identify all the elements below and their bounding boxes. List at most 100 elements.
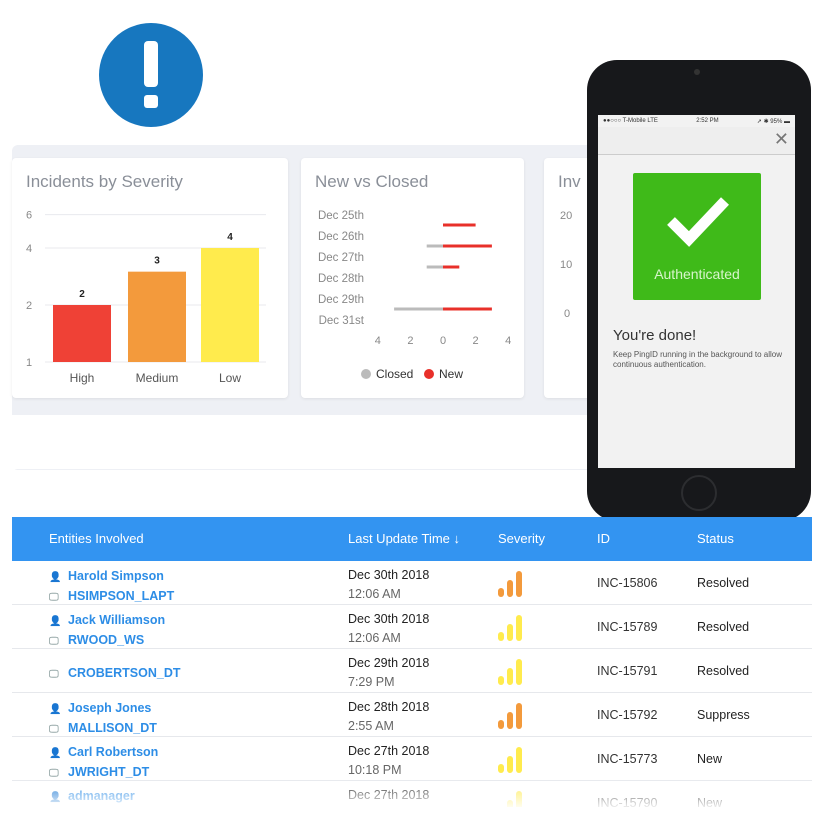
status: Suppress: [697, 708, 750, 722]
y-tick-label: 20: [560, 210, 572, 222]
user-link[interactable]: 👤 Harold Simpson: [49, 567, 174, 587]
host-link[interactable]: 🖵 HSIMPSON_LAPT: [49, 587, 174, 607]
time: 10:18 PM: [348, 763, 402, 777]
table-row[interactable]: 👤 Joseph Jones 🖵 MALLISON_DT Dec 28th 2018…: [12, 693, 812, 737]
authenticated-badge: Authenticated: [633, 173, 761, 300]
user-link[interactable]: 👤 Jack Williamson: [49, 611, 165, 631]
user-link[interactable]: 👤 Joseph Jones: [49, 699, 157, 719]
severity-chart: 1 2 4 6 2 High 3 Medium 4 Low: [26, 210, 266, 385]
col-severity[interactable]: Severity: [498, 531, 545, 546]
monitor-icon: 🖵: [49, 724, 59, 735]
auth-label: Authenticated: [654, 266, 740, 282]
phone-mockup: ●●○○○ T-Mobile LTE 2:52 PM ➚ ✱ 95% ▬ ✕ A…: [587, 60, 811, 521]
new-closed-chart: Dec 25th Dec 26th Dec 27th Dec 28th Dec 29th…: [318, 210, 511, 381]
host-link[interactable]: 🖵 JWRIGHT_DT: [49, 763, 158, 783]
user-link[interactable]: 👤 Carl Robertson: [49, 743, 158, 763]
exclamation-icon: [99, 23, 203, 127]
entities-cell: 👤 Joseph Jones 🖵 MALLISON_DT: [49, 699, 157, 739]
data-label: 4: [227, 232, 233, 243]
bar-medium: [128, 271, 186, 362]
date: Dec 29th 2018: [348, 656, 430, 670]
incidents-table: Entities Involved Last Update Time ↓ Sev…: [12, 517, 812, 807]
incident-id[interactable]: INC-15791: [597, 664, 658, 678]
close-icon[interactable]: ✕: [773, 129, 789, 149]
monitor-icon: 🖵: [49, 768, 59, 779]
x-tick-label: 4: [375, 335, 381, 347]
table-row[interactable]: 👤 Carl Robertson 🖵 JWRIGHT_DT Dec 27th 201…: [12, 737, 812, 781]
monitor-icon: 🖵: [49, 592, 59, 603]
table-row[interactable]: 👤 Jack Williamson 🖵 RWOOD_WS Dec 30th 2018…: [12, 605, 812, 649]
legend-closed-swatch: [361, 369, 371, 379]
date: Dec 28th 2018: [348, 700, 430, 714]
x-tick-label: 2: [407, 335, 413, 347]
incident-id[interactable]: INC-15789: [597, 620, 658, 634]
table-row[interactable]: 👤 Harold Simpson 🖵 HSIMPSON_LAPT Dec 30th …: [12, 561, 812, 605]
severity-bars-icon: [498, 747, 528, 773]
col-id[interactable]: ID: [597, 531, 610, 546]
user-icon: 👤: [49, 704, 62, 715]
time-cell: Dec 29th 2018 7:29 PM: [348, 654, 429, 692]
legend-closed-label: Closed: [376, 367, 413, 381]
x-tick-label: Low: [219, 371, 241, 385]
done-heading: You're done!: [613, 327, 697, 344]
host-link[interactable]: 🖵 CROBERTSON_DT: [49, 664, 181, 684]
data-label: 3: [154, 256, 160, 267]
status: Resolved: [697, 576, 750, 590]
table-row[interactable]: 🖵 CROBERTSON_DT Dec 29th 2018 7:29 PM INC-…: [12, 649, 812, 693]
severity-bars-icon: [498, 615, 528, 641]
data-label: 2: [79, 289, 85, 300]
time: 2:55 AM: [348, 719, 394, 733]
incident-id[interactable]: INC-15773: [597, 752, 658, 766]
app-topbar: ✕: [598, 127, 795, 155]
status: Resolved: [697, 620, 750, 634]
col-last-update[interactable]: Last Update Time ↓: [348, 531, 460, 546]
time: 12:06 AM: [348, 587, 401, 601]
y-tick-label: Dec 26th: [318, 231, 364, 243]
time-cell: Dec 28th 2018 2:55 AM: [348, 698, 429, 736]
monitor-icon: 🖵: [49, 636, 59, 647]
card-title: Incidents by Severity: [26, 172, 183, 191]
incident-id[interactable]: INC-15792: [597, 708, 658, 722]
bar-low: [201, 248, 259, 362]
user-icon: 👤: [49, 616, 62, 627]
severity-bars-icon: [498, 571, 528, 597]
status-bar: ●●○○○ T-Mobile LTE 2:52 PM ➚ ✱ 95% ▬: [598, 115, 795, 127]
monitor-icon: 🖵: [49, 669, 59, 680]
severity-bars-icon: [498, 659, 528, 685]
x-tick-label: Medium: [136, 371, 179, 385]
dashboard-band: [12, 415, 612, 469]
entities-cell: 🖵 CROBERTSON_DT: [49, 664, 181, 684]
date: Dec 30th 2018: [348, 612, 430, 626]
time-cell: Dec 30th 2018 12:06 AM: [348, 566, 429, 604]
card-incidents-by-severity: Incidents by Severity 1 2 4 6 2 High 3 Medium 4 L…: [12, 158, 288, 398]
carrier: ●●○○○ T-Mobile LTE: [603, 118, 658, 124]
time: 7:29 PM: [348, 675, 395, 689]
card-title: New vs Closed: [315, 172, 429, 191]
host-link[interactable]: 🖵 MALLISON_DT: [49, 719, 157, 739]
incident-id[interactable]: INC-15806: [597, 576, 658, 590]
y-tick-label: Dec 29th: [318, 294, 364, 306]
home-button[interactable]: [681, 475, 717, 511]
card-title: Inv: [558, 172, 581, 191]
host-link[interactable]: 🖵 RWOOD_WS: [49, 631, 165, 651]
col-status[interactable]: Status: [697, 531, 734, 546]
phone-screen: ●●○○○ T-Mobile LTE 2:52 PM ➚ ✱ 95% ▬ ✕ A…: [598, 115, 795, 468]
x-tick-label: 4: [505, 335, 511, 347]
y-tick-label: 2: [26, 300, 32, 312]
time-cell: Dec 30th 2018 12:06 AM: [348, 610, 429, 648]
y-tick-label: 1: [26, 357, 32, 369]
user-icon: 👤: [49, 748, 62, 759]
legend-new-swatch: [424, 369, 434, 379]
battery: ➚ ✱ 95% ▬: [756, 119, 790, 125]
user-icon: 👤: [49, 572, 62, 583]
y-tick-label: Dec 28th: [318, 273, 364, 285]
clock: 2:52 PM: [696, 118, 719, 124]
date: Dec 30th 2018: [348, 568, 430, 582]
x-tick-label: 2: [473, 335, 479, 347]
table-header: Entities Involved Last Update Time ↓ Sev…: [12, 517, 812, 561]
legend-new-label: New: [439, 367, 463, 381]
col-entities[interactable]: Entities Involved: [49, 531, 144, 546]
status: New: [697, 752, 723, 766]
y-tick-label: 6: [26, 210, 32, 222]
card-new-vs-closed: New vs Closed Dec 25th Dec 26th Dec 27th De…: [301, 158, 524, 398]
